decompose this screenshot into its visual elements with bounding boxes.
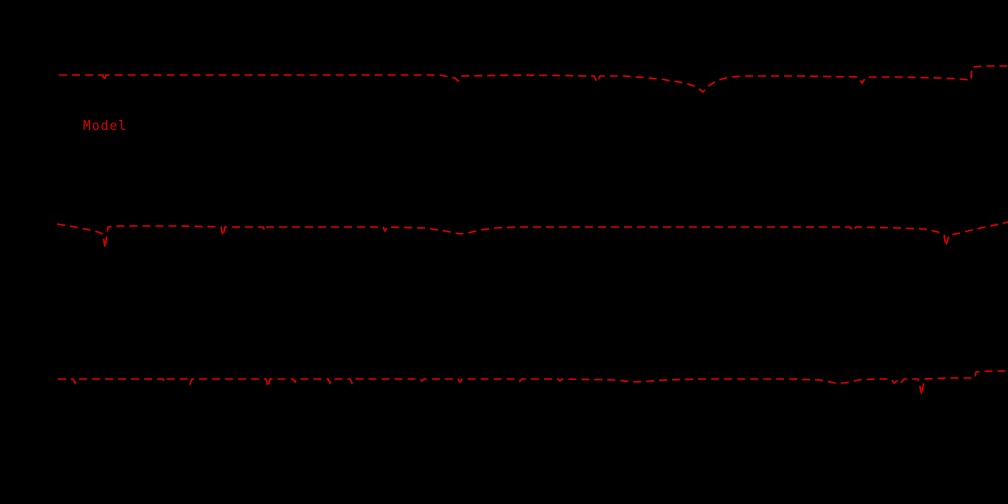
model-spectrum-top-curve bbox=[59, 65, 1008, 94]
legend-model-label: Model bbox=[83, 119, 128, 134]
model-spectrum-bottom-curve bbox=[58, 370, 1008, 396]
model-spectrum-middle-curve bbox=[56, 221, 1008, 249]
